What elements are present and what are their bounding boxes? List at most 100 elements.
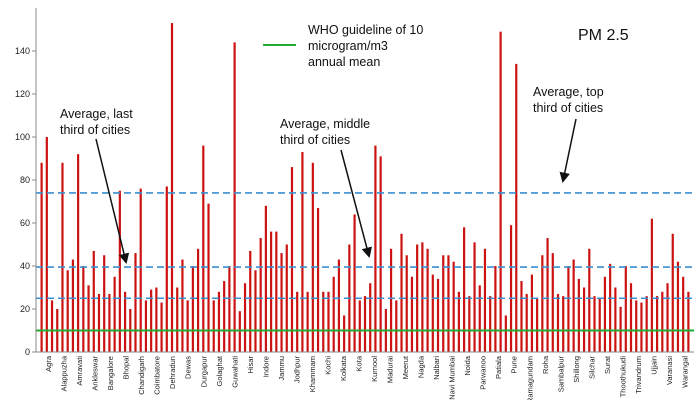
bar — [442, 255, 445, 352]
bar — [264, 205, 267, 352]
bar — [207, 203, 210, 352]
bar — [609, 263, 612, 352]
annotation-top-third: Average, top third of cities — [533, 85, 604, 184]
x-tick-label: Trivandrum — [634, 356, 643, 394]
x-tick-label: Navi Mumbai — [448, 356, 457, 400]
bar — [71, 259, 74, 352]
annotation-top-third-line1: Average, top — [533, 85, 604, 99]
y-tick-label: 140 — [15, 46, 30, 56]
bar — [562, 296, 565, 352]
bars — [40, 23, 690, 353]
bar — [243, 283, 247, 352]
bar — [624, 266, 627, 352]
x-tick-label: Indore — [261, 356, 270, 377]
bar — [316, 207, 320, 352]
annotation-last-third: Average, last third of cities — [60, 107, 133, 265]
y-tick-label: 0 — [25, 347, 30, 357]
bar — [191, 266, 194, 352]
legend-label-line3: annual mean — [308, 55, 380, 69]
bar — [45, 137, 48, 352]
bar — [676, 261, 680, 352]
bar — [400, 233, 403, 352]
bar — [687, 291, 690, 352]
bar — [139, 188, 142, 352]
bar — [556, 293, 560, 352]
bar — [509, 225, 513, 352]
x-tick-label: Chandigarh — [137, 356, 146, 395]
x-tick-label: Nalbari — [432, 356, 441, 380]
bar — [421, 242, 424, 352]
x-tick-label: Nagda — [417, 355, 426, 378]
bar — [582, 287, 586, 352]
bar — [666, 283, 669, 352]
annotation-middle-third-line2: third of cities — [280, 133, 350, 147]
chart-title: PM 2.5 — [578, 27, 629, 44]
bar — [280, 253, 283, 352]
bar — [416, 244, 419, 352]
bar — [275, 231, 278, 352]
bar — [619, 306, 622, 352]
annotation-last-third-line1: Average, last — [60, 107, 133, 121]
y-tick-label: 20 — [20, 304, 30, 314]
x-tick-label: Kolkata — [339, 355, 348, 381]
bar — [306, 291, 309, 352]
x-tick-label: Warangal — [680, 356, 689, 388]
x-tick-label: Kochi — [323, 356, 332, 375]
bar — [598, 298, 601, 352]
bar — [123, 291, 127, 352]
bar — [223, 281, 226, 352]
annotation-last-third-line2: third of cities — [60, 123, 130, 137]
x-tick-label: Thoothukudi — [618, 356, 627, 398]
bar — [113, 276, 116, 352]
x-tick-label: Jodhpur — [292, 356, 301, 384]
bar — [254, 270, 257, 352]
bar — [499, 31, 502, 353]
bar — [577, 278, 580, 352]
bar — [546, 238, 549, 352]
bar — [457, 291, 460, 352]
bar — [82, 266, 85, 352]
bar — [536, 298, 539, 352]
bar — [650, 218, 653, 352]
bar — [61, 162, 64, 352]
bar — [217, 291, 221, 352]
bar — [337, 259, 341, 352]
bar — [468, 296, 471, 352]
bar — [494, 266, 497, 352]
bar — [144, 300, 148, 352]
reference-lines — [36, 192, 694, 332]
bar — [186, 300, 189, 352]
bar — [640, 302, 643, 352]
bar — [160, 302, 163, 352]
x-tick-label: Sambalpur — [556, 356, 565, 393]
x-tick-label: Ankleswar — [91, 356, 100, 391]
bar — [270, 231, 273, 352]
bar — [483, 248, 487, 352]
bar — [40, 162, 43, 352]
bar — [92, 250, 95, 352]
bar — [363, 296, 367, 352]
bar — [353, 214, 356, 352]
bar — [567, 266, 570, 352]
y-tick-label: 60 — [20, 218, 30, 228]
annotation-top-third-arrow — [559, 118, 577, 184]
bar — [614, 287, 617, 352]
bar — [301, 152, 304, 352]
x-tick-label: Meerut — [401, 355, 410, 379]
x-tick-label: Jammu — [277, 356, 286, 381]
bar — [343, 315, 346, 352]
y-tick-label: 100 — [15, 132, 30, 142]
bar — [103, 255, 106, 352]
bar — [635, 300, 638, 352]
x-tick-label: Golaghat — [215, 355, 224, 386]
bar — [541, 255, 544, 352]
bar — [588, 248, 591, 352]
bar — [181, 259, 184, 352]
bar — [656, 296, 659, 352]
x-tick-label: Khammam — [308, 356, 317, 392]
annotation-middle-third-line1: Average, middle — [280, 117, 370, 131]
annotation-last-third-arrow — [95, 138, 130, 265]
bar — [374, 145, 377, 352]
x-axis-labels: Agra Alappuzha Amravati Ankleswar Bangalore B… — [44, 355, 689, 400]
x-tick-label: Bhopal — [122, 356, 131, 380]
